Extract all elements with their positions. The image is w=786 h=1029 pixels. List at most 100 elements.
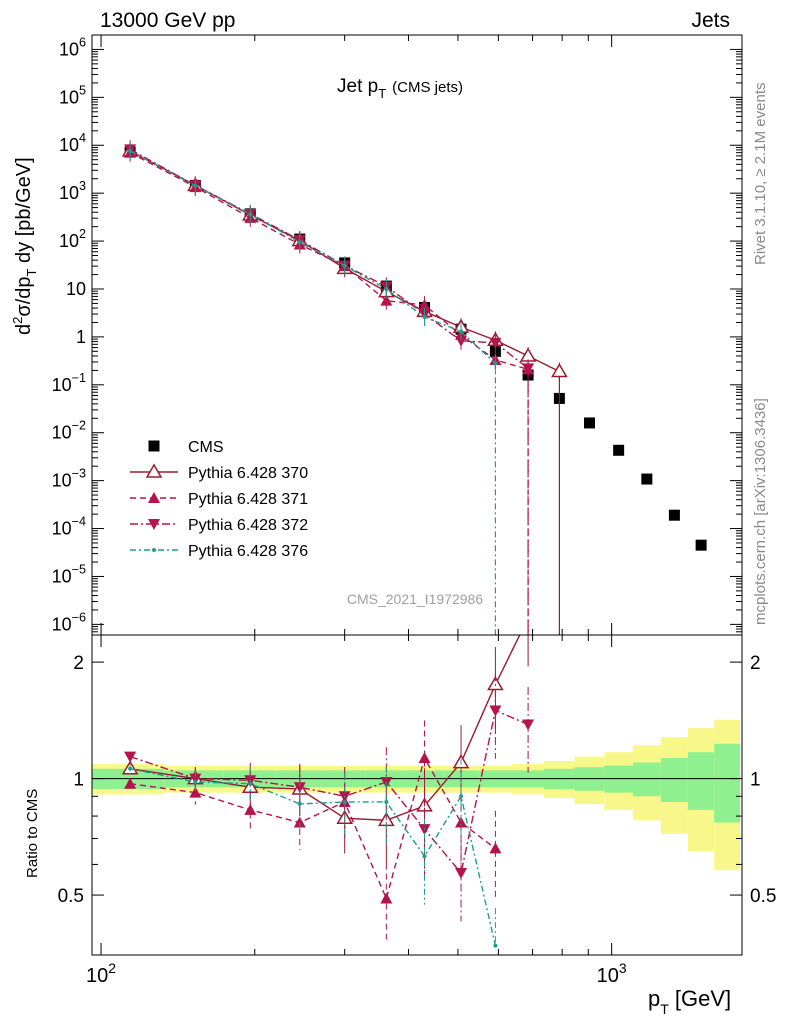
plot-title-suffix: (CMS jets): [392, 79, 463, 96]
legend-marker: [148, 492, 160, 503]
data-point: [522, 363, 535, 375]
ratio-point: [248, 781, 253, 786]
side-text-rivet: Rivet 3.1.10, ≥ 2.1M events: [752, 83, 769, 266]
legend-label: Pythia 6.428 370: [188, 465, 308, 482]
legend: CMS Pythia 6.428 370 Pythia 6.428 371 Pythi…: [130, 439, 308, 560]
tick-label: 0.5: [58, 886, 84, 907]
tick-label: 10: [66, 279, 86, 299]
ratio-series-pythia-6-428-376: [128, 758, 498, 951]
data-point: [489, 337, 502, 349]
data-point: [613, 444, 625, 456]
tick-label: 10−2: [52, 419, 86, 443]
tick-label: 103: [597, 960, 627, 987]
legend-label: Pythia 6.428 372: [188, 517, 308, 534]
data-point: [128, 148, 133, 153]
tick-label: 102: [59, 227, 86, 251]
ratio-band-inner: [632, 762, 661, 797]
tick-label: 1: [76, 327, 86, 347]
ratio-point: [244, 803, 257, 815]
legend-label: Pythia 6.428 376: [188, 543, 308, 560]
header-left: 13000 GeV pp: [100, 9, 235, 32]
data-point: [695, 539, 707, 551]
ratio-point: [459, 794, 464, 799]
data-point: [519, 347, 537, 362]
data-point: [193, 183, 198, 188]
data-point: [455, 335, 468, 347]
ratio-point: [384, 799, 389, 804]
legend-entry: Pythia 6.428 370: [130, 463, 308, 482]
series-pythia-6-428-371: [124, 143, 535, 635]
legend-marker: [148, 519, 160, 530]
legend-entry: Pythia 6.428 371: [130, 491, 308, 508]
data-point: [418, 299, 431, 311]
tick-label: 10−4: [52, 515, 86, 539]
svg-text:pT [GeV]: pT [GeV]: [648, 986, 731, 1017]
ratio-band-inner: [660, 758, 688, 802]
ratio-point: [189, 773, 202, 785]
legend-marker: [148, 440, 160, 452]
plot-title-main: Jet p: [337, 76, 378, 97]
tick-label: 1: [73, 770, 84, 791]
data-point: [422, 315, 427, 320]
series-pythia-6-428-376: [128, 141, 498, 635]
svg-text:d2σ/dpT dy [pb/GeV]: d2σ/dpT dy [pb/GeV]: [10, 157, 39, 335]
data-point: [584, 417, 596, 429]
legend-entry: CMS: [148, 439, 224, 456]
legend-marker: [145, 463, 163, 478]
series-line: [129, 150, 496, 364]
ratio-series-pythia-6-428-370: [121, 635, 529, 865]
tick-label: 10−5: [52, 562, 86, 586]
ratio-point: [293, 782, 306, 794]
ratio-point: [522, 719, 535, 731]
ratio-band-inner: [714, 743, 741, 823]
ratio-band-inner: [687, 752, 715, 810]
tick-label: 2: [73, 653, 84, 674]
data-point: [668, 509, 680, 521]
legend-marker: [152, 548, 156, 552]
data-point: [459, 329, 464, 334]
ratio-line: [129, 709, 529, 875]
tick-label: 103: [59, 179, 86, 203]
tick-label: 104: [59, 131, 86, 155]
ratio-point: [422, 854, 427, 859]
ratio-point: [455, 816, 468, 828]
ratio-point: [455, 868, 468, 880]
tick-label: 2: [750, 653, 761, 674]
ratio-series-pythia-6-428-371: [124, 720, 502, 943]
data-point: [551, 362, 568, 378]
ratio-plot-frame: [91, 634, 743, 956]
tick-label: 10−6: [52, 610, 86, 634]
ratio-point: [297, 801, 302, 806]
data-point: [380, 294, 393, 306]
legend-entry: Pythia 6.428 372: [130, 517, 308, 534]
side-text-mcplots: mcplots.cern.ch [arXiv:1306.3436]: [752, 398, 769, 625]
data-point: [342, 263, 347, 268]
header-right: Jets: [691, 9, 730, 32]
ratio-point: [418, 752, 431, 764]
ratio-series-pythia-6-428-372: [124, 672, 535, 922]
tick-label: 1: [750, 770, 761, 791]
analysis-id: CMS_2021_I1972986: [347, 591, 483, 607]
tick-label: 105: [59, 83, 86, 107]
tick-label: 10−1: [52, 371, 86, 395]
ratio-point: [380, 892, 393, 904]
ratio-point: [124, 751, 137, 763]
series-line: [129, 148, 529, 369]
ratio-point: [128, 766, 133, 771]
ratio-point: [489, 705, 502, 717]
data-point: [641, 473, 653, 485]
y-axis-label: d2σ/dpT dy [pb/GeV]: [10, 157, 39, 335]
data-point: [297, 240, 302, 245]
x-axis-label: pT [GeV]: [648, 986, 731, 1017]
legend-label: Pythia 6.428 371: [188, 491, 308, 508]
data-point: [384, 286, 389, 291]
ratio-y-label: Ratio to CMS: [24, 789, 41, 878]
tick-label: 106: [59, 35, 86, 59]
legend-entry: Pythia 6.428 376: [130, 543, 308, 560]
plot-title: Jet pT (CMS jets): [337, 76, 463, 101]
legend-label: CMS: [188, 439, 224, 456]
ratio-point: [342, 799, 347, 804]
ratio-band-inner: [604, 765, 633, 793]
ratio-point: [193, 779, 198, 784]
